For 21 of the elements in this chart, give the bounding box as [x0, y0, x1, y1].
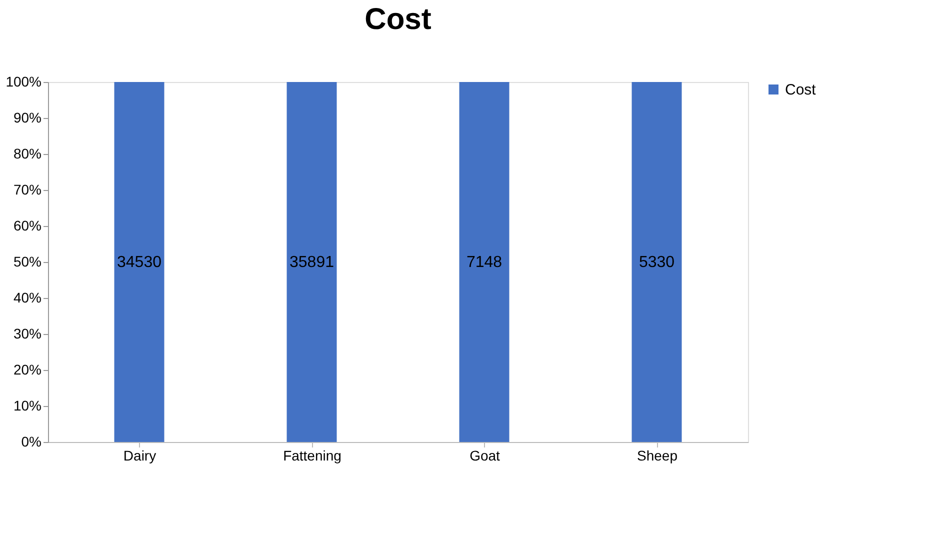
x-tick-label: Goat	[470, 448, 500, 464]
y-tick-label: 80%	[13, 146, 42, 162]
x-tick-label: Sheep	[637, 448, 678, 464]
y-tick-label: 20%	[13, 362, 42, 378]
y-tick-label: 10%	[13, 398, 42, 414]
annotation: 34530	[117, 254, 162, 271]
annotation: 7148	[466, 254, 502, 271]
annotation: 35891	[290, 254, 334, 271]
y-tick-label: 0%	[21, 434, 42, 450]
chart-title: Cost	[364, 3, 432, 36]
x-tick-label: Fattening	[283, 448, 342, 464]
y-tick-label: 90%	[13, 110, 42, 126]
y-tick-label: 30%	[13, 326, 42, 342]
y-tick-label: 60%	[13, 218, 42, 234]
y-tick-label: 70%	[13, 182, 42, 198]
x-tick-label: Dairy	[123, 448, 156, 464]
y-tick-label: 100%	[6, 74, 42, 90]
y-tick-label: 40%	[13, 290, 42, 306]
y-tick-label: 50%	[13, 254, 42, 270]
legend-label: Cost	[785, 82, 817, 98]
annotation: 5330	[638, 254, 675, 271]
